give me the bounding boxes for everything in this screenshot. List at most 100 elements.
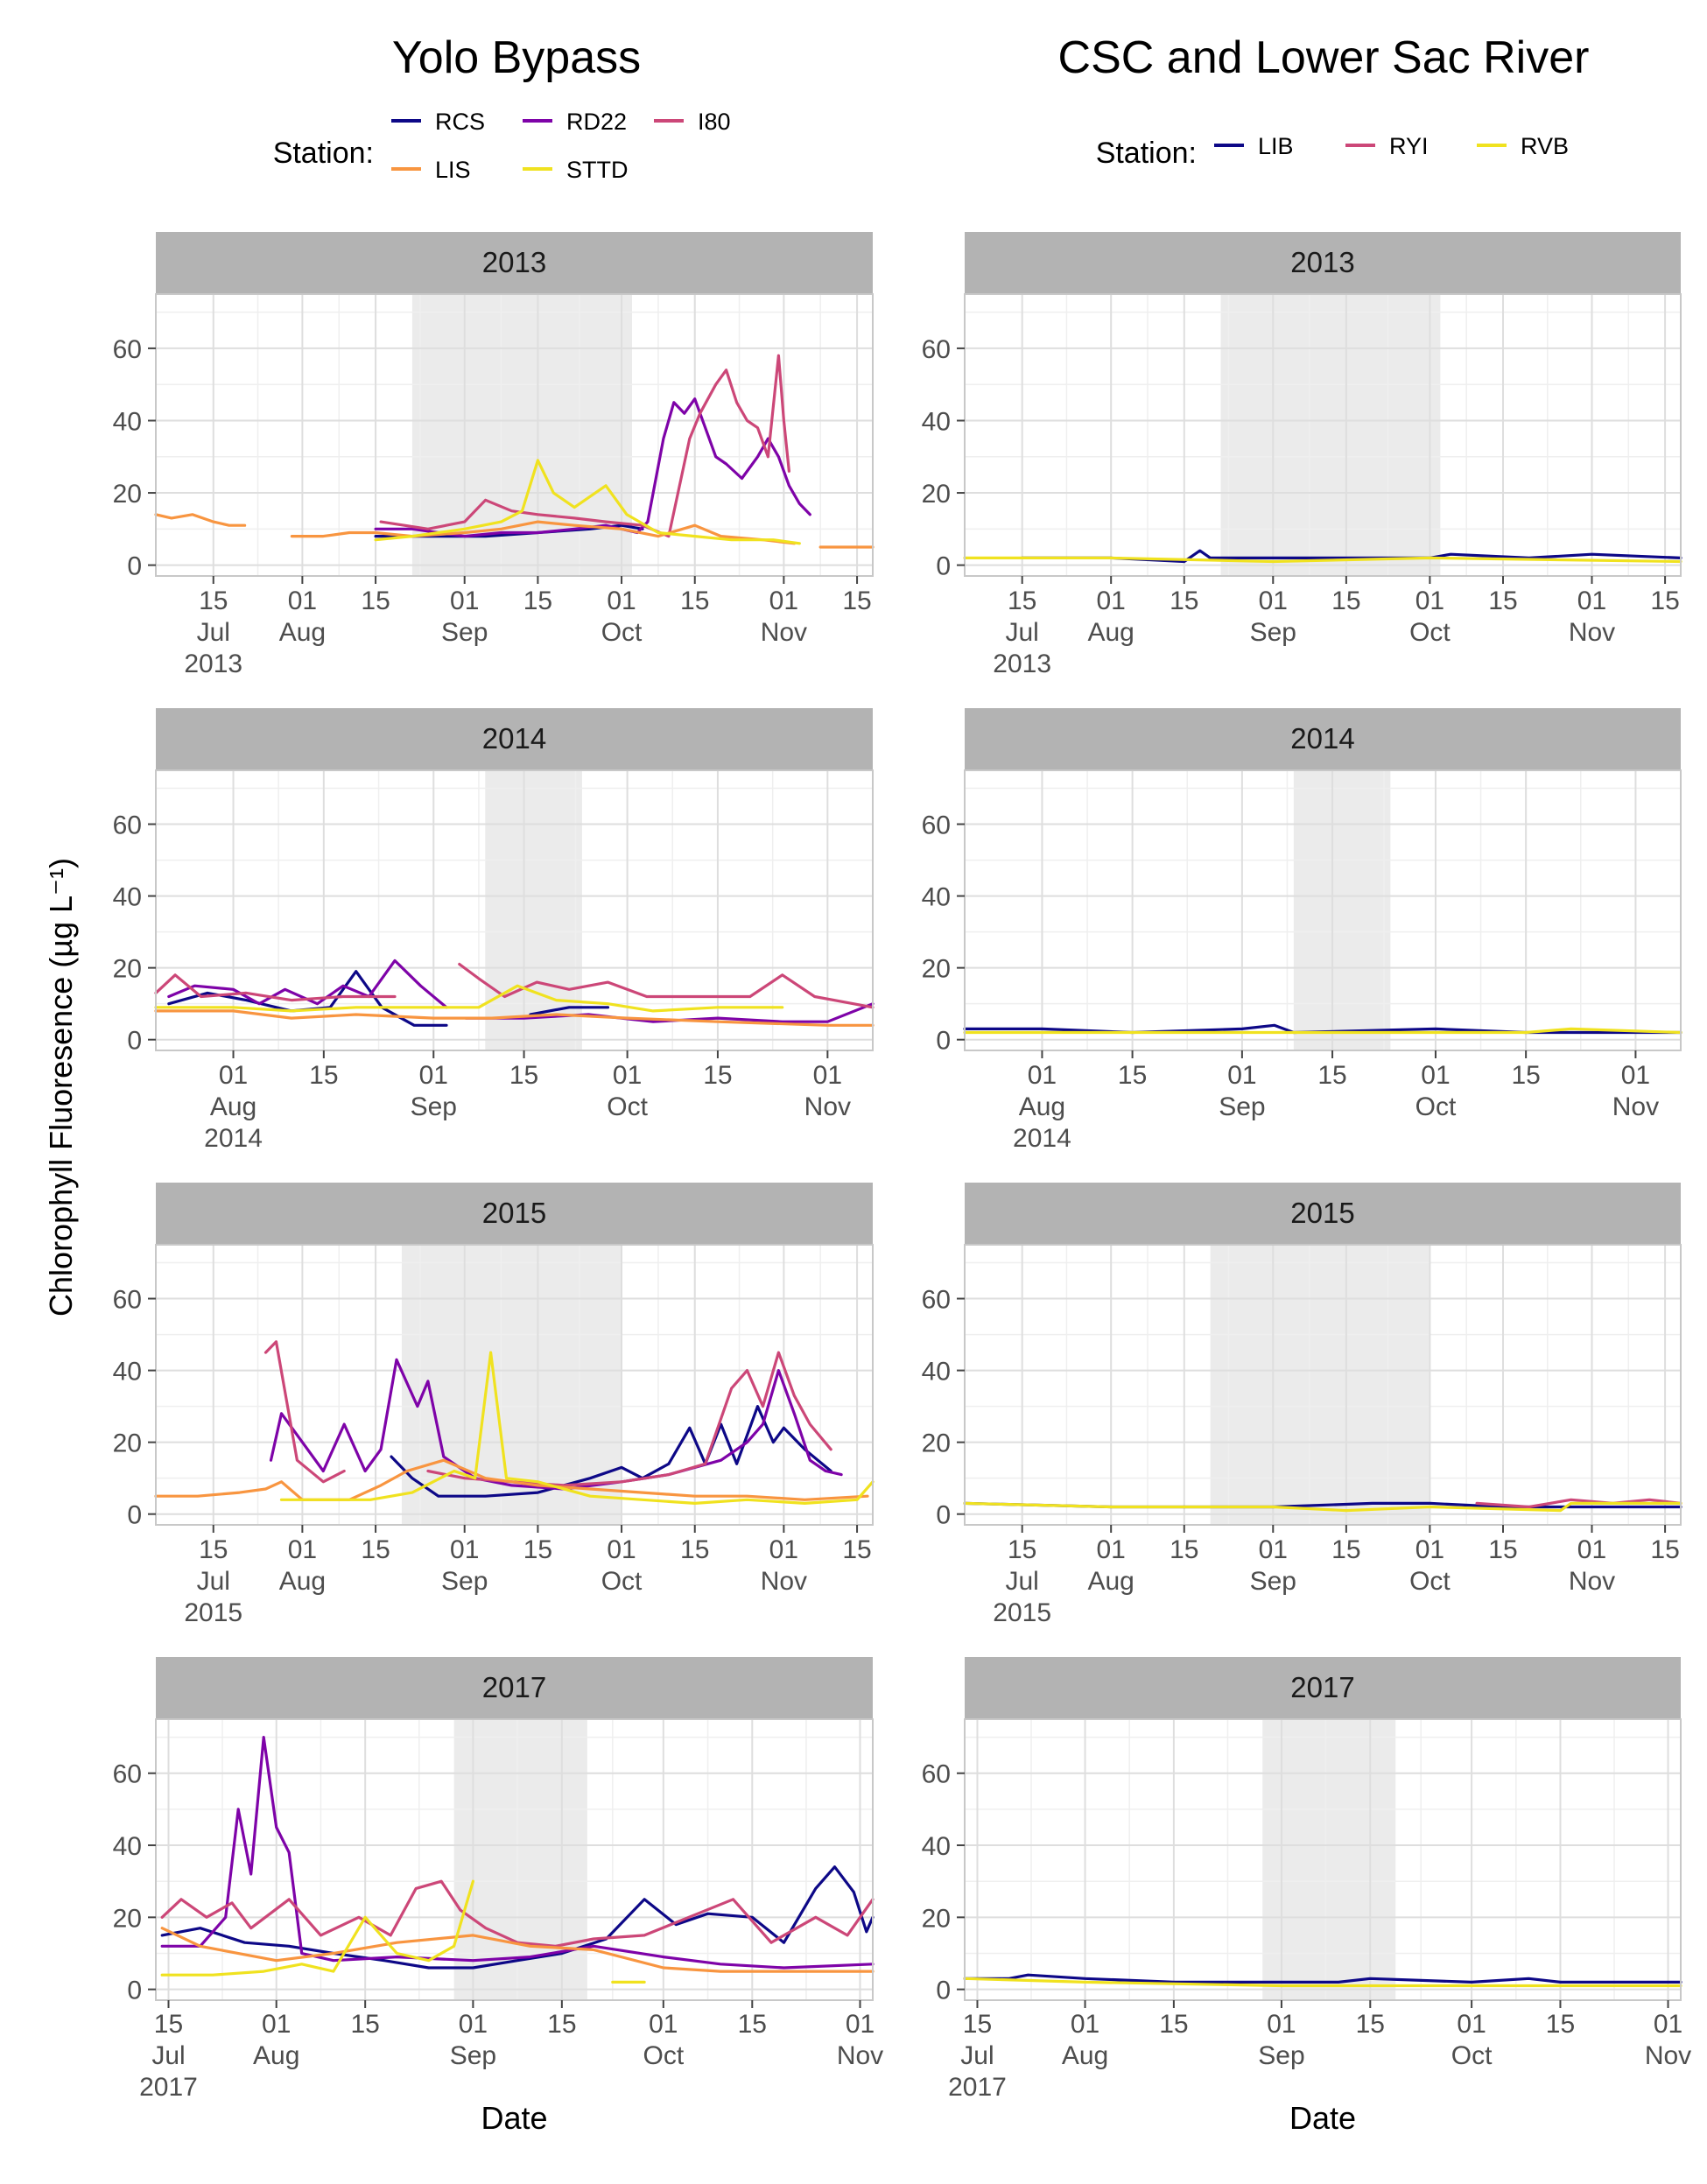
x-tick-label: 15 Jul 2017	[948, 2010, 1007, 2102]
y-tick-label: 60	[113, 1760, 142, 1789]
legend: Station: LIB RYI RVB	[1096, 133, 1569, 170]
chart-title: CSC and Lower Sac River	[1058, 32, 1590, 83]
shaded-period	[1220, 294, 1441, 576]
y-tick-label: 60	[922, 1760, 951, 1789]
legend-entry-label: STTD	[566, 157, 629, 183]
x-tick-label: 01 Sep	[1250, 586, 1296, 647]
series-line-sttd	[374, 459, 801, 545]
legend: Station: RCS RD22 I80 LIS STTD	[273, 109, 731, 183]
series-line-lis	[154, 1458, 869, 1501]
y-tick-label: 40	[113, 1832, 142, 1861]
legend-item: LIS	[391, 157, 471, 183]
legend-entry-label: RVB	[1521, 133, 1569, 159]
series-line-i80	[154, 973, 397, 1002]
x-tick-label: 15	[703, 1061, 732, 1090]
facet-strip-label: 2013	[1290, 246, 1354, 278]
x-tick-label: 01 Aug 2014	[204, 1061, 263, 1153]
x-tick-label: 01 Nov	[1612, 1061, 1659, 1121]
series-line-i80	[263, 1340, 346, 1484]
y-tick-label: 60	[922, 1286, 951, 1315]
x-tick-label: 15	[309, 1061, 338, 1090]
panel-border	[964, 1718, 1682, 2001]
series-line-rd22	[374, 397, 811, 538]
y-tick-label: 60	[113, 335, 142, 364]
x-tick-label: 15	[680, 586, 709, 615]
facet-panel: 2015 0 20 40 60 15 Jul 2015 01 Aug 15 01 Sep 15 01 Oct 1…	[922, 1183, 1682, 1627]
facet-strip	[965, 1183, 1681, 1245]
series-line-lis	[290, 520, 796, 545]
x-tick-label: 01 Oct	[1409, 586, 1451, 647]
x-tick-label: 15 Jul 2017	[139, 2010, 198, 2102]
y-tick-label: 0	[936, 1501, 951, 1530]
legend-entry-label: RYI	[1389, 133, 1429, 159]
legend-item: RD22	[523, 109, 627, 135]
legend-entry-label: RCS	[435, 109, 485, 135]
series-line-sttd	[160, 1879, 474, 1977]
facet-strip	[156, 1183, 873, 1245]
x-tick-label: 15	[1317, 1061, 1346, 1090]
x-tick-label: 15	[523, 586, 552, 615]
x-tick-label: 15	[1118, 1061, 1147, 1090]
y-tick-label: 60	[113, 1286, 142, 1315]
x-tick-label: 15 Jul 2015	[993, 1535, 1051, 1627]
series-line-lib	[963, 1973, 1682, 1984]
y-tick-label: 40	[922, 407, 951, 436]
chart-column: CSC and Lower Sac River Station: LIB RYI RVB…	[922, 32, 1692, 2136]
y-tick-label: 0	[936, 1027, 951, 1056]
series-line-rvb	[963, 1501, 1682, 1513]
x-tick-label: 01 Oct	[1409, 1535, 1451, 1596]
y-tick-label: 0	[127, 1977, 142, 2005]
facet-strip	[156, 1657, 873, 1719]
y-tick-label: 0	[936, 552, 951, 581]
series-line-ryi	[1475, 1498, 1682, 1509]
legend-entry-label: RD22	[566, 109, 627, 135]
legend-item: RCS	[391, 109, 485, 135]
series-line-rcs	[390, 1405, 832, 1498]
x-tick-label: 01 Oct	[607, 1061, 648, 1121]
x-tick-label: 01 Oct	[1415, 1061, 1457, 1121]
panel-border	[964, 1244, 1682, 1526]
legend-item: RVB	[1477, 133, 1569, 159]
y-tick-label: 60	[113, 811, 142, 840]
facet-strip-label: 2014	[482, 722, 546, 755]
legend-entry-label: I80	[698, 109, 731, 135]
x-tick-label: 15	[680, 1535, 709, 1564]
x-axis-label: Date	[1289, 2100, 1356, 2136]
y-tick-label: 20	[922, 1429, 951, 1458]
series-line-i80	[458, 962, 875, 1009]
x-tick-label: 01 Sep	[1219, 1061, 1265, 1121]
facet-panel: 2014 0 20 40 60 01 Aug 2014 15 01 Sep 15 01 Oct 15 01 No…	[113, 708, 875, 1153]
x-tick-label: 01 Sep	[411, 1061, 457, 1121]
x-tick-label: 01 Nov	[1569, 1535, 1615, 1596]
y-tick-label: 40	[922, 1832, 951, 1861]
x-tick-label: 15	[738, 2010, 767, 2039]
x-tick-label: 01 Sep	[441, 1535, 488, 1596]
y-tick-label: 40	[922, 1358, 951, 1387]
x-tick-label: 01 Aug	[279, 586, 326, 647]
x-tick-label: 15	[1488, 586, 1517, 615]
legend-entry-label: LIB	[1258, 133, 1294, 159]
y-axis-label: Chlorophyll Fluoresence (µg L⁻¹)	[43, 858, 79, 1317]
facet-panel: 2017 0 20 40 60 15 Jul 2017 01 Aug 15 01 Sep 15 01 Oct 1…	[113, 1657, 883, 2102]
facet-panel: 2013 0 20 40 60 15 Jul 2013 01 Aug 15 01 Sep 15 01 Oct 1…	[113, 232, 875, 678]
x-tick-label: 15	[1356, 2010, 1385, 2039]
x-tick-label: 15	[842, 1535, 871, 1564]
x-tick-label: 01 Nov	[1569, 586, 1615, 647]
y-tick-label: 60	[922, 811, 951, 840]
panel-border	[155, 1718, 874, 2001]
y-tick-label: 0	[127, 1027, 142, 1056]
series-line-sttd	[279, 1351, 875, 1505]
panel-border	[155, 293, 874, 577]
y-tick-label: 20	[922, 480, 951, 509]
y-tick-label: 40	[922, 883, 951, 912]
facet-strip	[156, 708, 873, 770]
facet-strip-label: 2015	[1290, 1197, 1354, 1229]
shaded-period	[1210, 1245, 1430, 1525]
x-tick-label: 15	[509, 1061, 538, 1090]
y-tick-label: 20	[113, 1904, 142, 1933]
x-tick-label: 01 Nov	[1645, 2010, 1691, 2070]
x-tick-label: 01 Nov	[761, 586, 807, 647]
series-line-lis	[154, 513, 247, 527]
facet-panel: 2013 0 20 40 60 15 Jul 2013 01 Aug 15 01 Sep 15 01 Oct 1…	[922, 232, 1682, 678]
